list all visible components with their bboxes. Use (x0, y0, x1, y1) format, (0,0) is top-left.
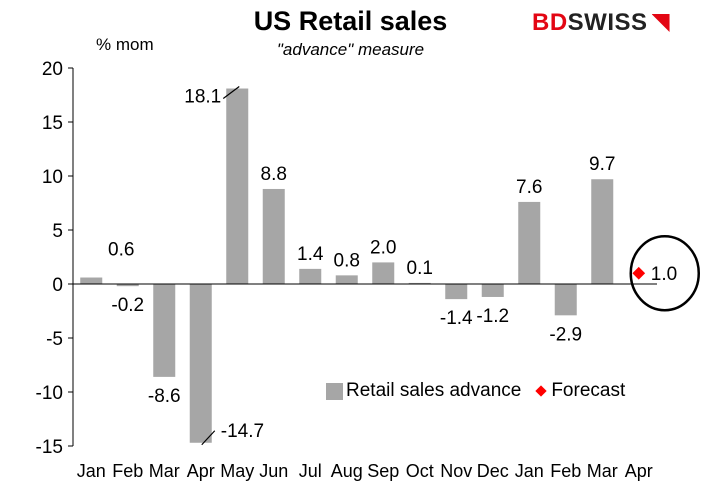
bar (116, 284, 139, 287)
data-label: -0.2 (111, 295, 144, 316)
data-label: 0.8 (334, 250, 360, 271)
bdswiss-logo: BD SWISS (532, 9, 670, 36)
bar (153, 284, 176, 377)
legend-label-bars: Retail sales advance (346, 380, 522, 401)
x-tick-label: Dec (477, 461, 509, 481)
chart-subtitle: "advance" measure (276, 40, 425, 59)
y-tick-label: -15 (36, 437, 63, 458)
data-label: -1.2 (476, 306, 509, 327)
logo-text-swiss: SWISS (567, 9, 648, 36)
data-label: 18.1 (184, 87, 221, 108)
x-tick-label: Feb (550, 461, 581, 481)
x-tick-label: Aug (331, 461, 363, 481)
data-label: -2.9 (549, 324, 582, 345)
forecast-point (632, 266, 646, 280)
x-tick-label: Apr (625, 461, 653, 481)
forecast-highlight-circle (629, 234, 700, 312)
data-label: 8.8 (261, 164, 287, 185)
y-tick-label: 0 (52, 275, 63, 296)
bar (299, 268, 322, 284)
y-tick-label: 15 (42, 113, 63, 134)
y-tick-label: -10 (36, 383, 63, 404)
bar (591, 179, 614, 284)
x-tick-label: Mar (149, 461, 180, 481)
bar (518, 201, 541, 284)
chart-title: US Retail sales (253, 6, 448, 36)
x-tick-label: Oct (406, 461, 434, 481)
data-label: 2.0 (370, 237, 396, 258)
data-label: 0.1 (407, 258, 433, 279)
y-tick-label: 10 (42, 167, 63, 188)
legend: Retail sales advance Forecast (326, 380, 625, 402)
legend-label-forecast: Forecast (551, 380, 626, 401)
x-tick-label: Jan (515, 461, 544, 481)
x-tick-label: Jul (299, 461, 322, 481)
x-tick-label: Feb (112, 461, 143, 481)
bar (481, 284, 504, 297)
x-tick-label: Nov (440, 461, 472, 481)
bar (372, 262, 395, 284)
logo-text-bd: BD (532, 9, 568, 36)
y-tick-label: 5 (52, 221, 63, 242)
data-label: 0.6 (108, 240, 134, 261)
leader-line (201, 430, 216, 446)
x-tick-label: Jan (77, 461, 106, 481)
x-tick-label: Apr (187, 461, 215, 481)
x-tick-label: Jun (259, 461, 288, 481)
bar (408, 282, 431, 284)
data-label: -8.6 (148, 386, 181, 407)
data-label: 7.6 (516, 177, 542, 198)
legend-swatch-bars (326, 382, 343, 400)
data-label: -14.7 (221, 421, 264, 442)
bar (445, 284, 468, 300)
data-label: -1.4 (440, 308, 473, 329)
bar (80, 277, 103, 284)
bar (226, 88, 249, 285)
x-tick-label: Mar (587, 461, 618, 481)
bar (189, 284, 212, 443)
data-label: 9.7 (589, 154, 615, 175)
leader-line (222, 86, 240, 99)
legend-swatch-forecast (535, 385, 547, 397)
y-axis-label: % mom (96, 35, 154, 54)
data-label: 1.4 (297, 244, 324, 265)
data-label: 1.0 (651, 264, 677, 285)
bar (262, 188, 285, 284)
bar (335, 275, 358, 284)
y-tick-label: 20 (42, 59, 63, 80)
x-tick-label: May (220, 461, 254, 481)
y-tick-label: -5 (46, 329, 63, 350)
x-tick-label: Sep (367, 461, 399, 481)
bar (554, 284, 577, 316)
